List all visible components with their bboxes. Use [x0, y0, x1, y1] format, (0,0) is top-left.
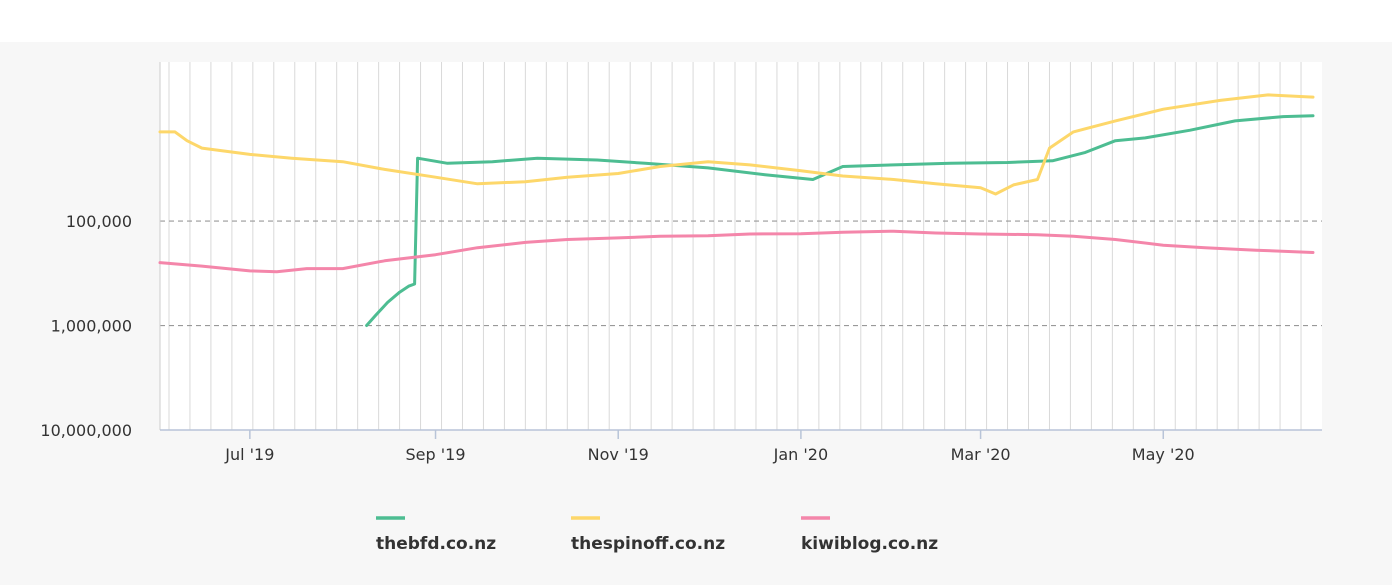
chart-panel: 100,000 1,000,000 10,000,000 Jul '19 Sep '1…	[0, 42, 1392, 585]
legend-label: thespinoff.co.nz	[571, 534, 725, 554]
legend-label: thebfd.co.nz	[376, 534, 496, 554]
y-tick-label: 1,000,000	[51, 317, 132, 336]
y-axis-ticks: 100,000 1,000,000 10,000,000	[40, 212, 132, 440]
chart-svg: 100,000 1,000,000 10,000,000 Jul '19 Sep '1…	[40, 62, 1322, 554]
x-tick-label: Sep '19	[406, 445, 466, 464]
legend-label: kiwiblog.co.nz	[801, 534, 938, 554]
x-tick-label: Jul '19	[224, 445, 274, 464]
series-line-thespinoff	[158, 93, 1315, 196]
x-tick-label: Nov '19	[588, 445, 649, 464]
series-line-thebfd	[365, 114, 1315, 327]
legend-item-kiwiblog: kiwiblog.co.nz	[801, 516, 938, 554]
series-line-kiwiblog	[158, 229, 1315, 274]
x-tick-label: May '20	[1132, 445, 1195, 464]
series-lines	[158, 93, 1315, 327]
legend: thebfd.co.nz thespinoff.co.nz kiwiblog.co.…	[376, 516, 938, 554]
x-tick-label: Jan '20	[773, 445, 829, 464]
plot-area	[160, 62, 1322, 430]
legend-item-thespinoff: thespinoff.co.nz	[571, 516, 725, 554]
vertical-grid	[168, 62, 1302, 430]
x-axis-ticks: Jul '19 Sep '19 Nov '19 Jan '20 Mar '20 May '…	[224, 430, 1195, 464]
y-tick-label: 100,000	[66, 212, 132, 231]
horizontal-grid	[160, 220, 1322, 327]
legend-item-thebfd: thebfd.co.nz	[376, 516, 496, 554]
axes	[159, 62, 1322, 431]
y-tick-label: 10,000,000	[40, 421, 132, 440]
x-tick-label: Mar '20	[951, 445, 1011, 464]
